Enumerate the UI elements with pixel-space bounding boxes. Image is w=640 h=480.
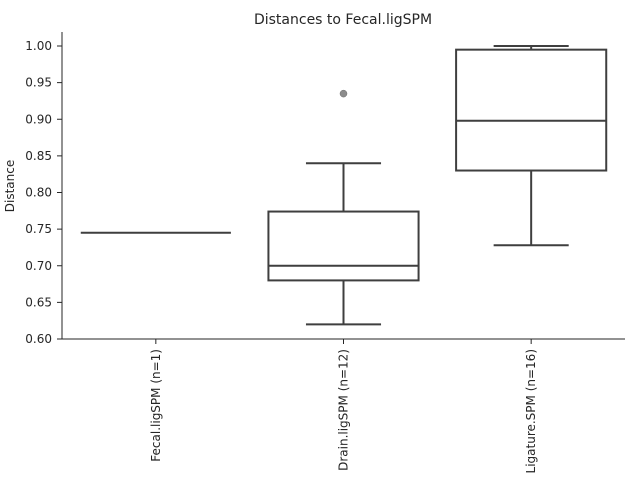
y-tick-label: 0.75 [25, 222, 52, 236]
y-tick-label: 0.65 [25, 295, 52, 309]
box-3 [455, 45, 608, 247]
y-tick-label: 0.95 [25, 76, 52, 90]
y-tick-label: 0.90 [25, 112, 52, 126]
x-tick-label: Drain.ligSPM (n=12) [337, 349, 351, 471]
chart-title: Distances to Fecal.ligSPM [254, 12, 432, 28]
boxes-group [80, 45, 608, 326]
y-tick-label: 0.80 [25, 186, 52, 200]
y-tick-label: 0.60 [25, 332, 52, 346]
y-tick-label: 0.70 [25, 259, 52, 273]
x-tick-labels: Fecal.ligSPM (n=1) Drain.ligSPM (n=12) Lig… [149, 339, 538, 473]
box-2 [267, 89, 420, 326]
x-tick-label: Fecal.ligSPM (n=1) [149, 349, 163, 462]
box-iqr [455, 48, 608, 172]
y-axis-label: Distance [3, 160, 17, 212]
box-iqr [267, 210, 420, 282]
y-tick-label: 0.85 [25, 149, 52, 163]
y-ticks: 0.60 0.65 0.70 0.75 0.80 0.85 0.90 0.95 1.00 [25, 39, 62, 346]
outlier-point [339, 89, 348, 98]
y-tick-label: 1.00 [25, 39, 52, 53]
x-tick-label: Ligature.SPM (n=16) [524, 349, 538, 473]
